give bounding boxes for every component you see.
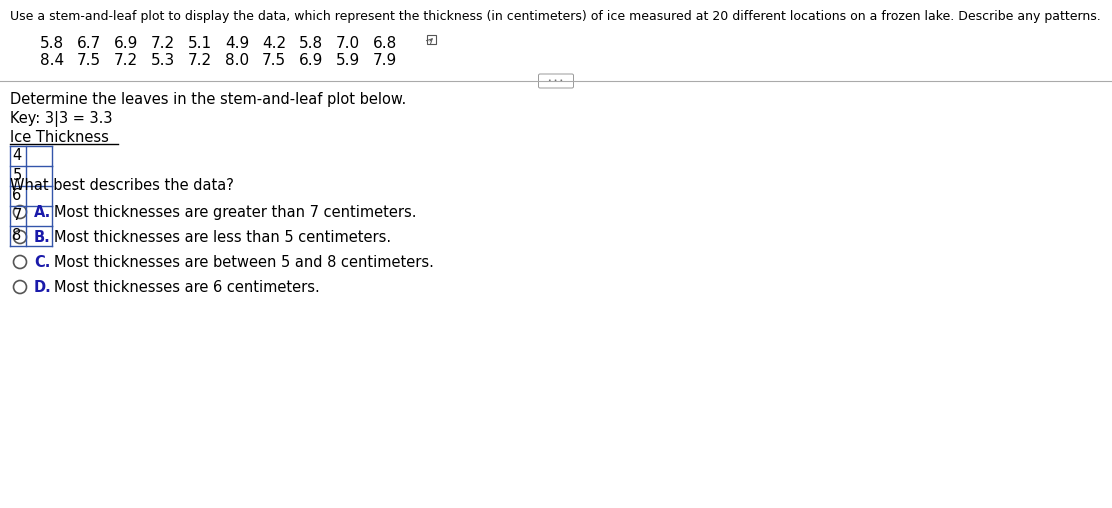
Text: 5.3: 5.3 <box>151 53 175 68</box>
Text: Use a stem-and-leaf plot to display the data, which represent the thickness (in : Use a stem-and-leaf plot to display the … <box>10 10 1101 23</box>
Text: Most thicknesses are between 5 and 8 centimeters.: Most thicknesses are between 5 and 8 cen… <box>54 255 434 270</box>
Text: Key: 3|3 = 3.3: Key: 3|3 = 3.3 <box>10 111 112 127</box>
Text: 4.2: 4.2 <box>262 36 286 51</box>
Text: • • •: • • • <box>548 79 564 83</box>
Text: 6.9: 6.9 <box>299 53 324 68</box>
Text: Ice Thickness: Ice Thickness <box>10 130 109 145</box>
Text: 4.9: 4.9 <box>225 36 249 51</box>
Text: D.: D. <box>34 280 52 295</box>
Text: 7: 7 <box>12 208 22 224</box>
Text: 5.8: 5.8 <box>40 36 64 51</box>
Text: 5.9: 5.9 <box>336 53 360 68</box>
Bar <box>427 35 436 44</box>
Text: 7.0: 7.0 <box>336 36 360 51</box>
Text: 8.4: 8.4 <box>40 53 64 68</box>
Text: 7.2: 7.2 <box>151 36 175 51</box>
Text: 6: 6 <box>12 188 21 204</box>
Text: Most thicknesses are 6 centimeters.: Most thicknesses are 6 centimeters. <box>54 280 320 295</box>
Text: Determine the leaves in the stem-and-leaf plot below.: Determine the leaves in the stem-and-lea… <box>10 92 406 107</box>
FancyBboxPatch shape <box>538 74 574 88</box>
Text: 5.1: 5.1 <box>188 36 212 51</box>
Text: A.: A. <box>34 205 51 220</box>
Text: 7.2: 7.2 <box>113 53 138 68</box>
Text: 7.9: 7.9 <box>373 53 397 68</box>
Text: 6.7: 6.7 <box>77 36 101 51</box>
Text: Most thicknesses are greater than 7 centimeters.: Most thicknesses are greater than 7 cent… <box>54 205 417 220</box>
Text: C.: C. <box>34 255 50 270</box>
Text: 7.5: 7.5 <box>262 53 286 68</box>
Text: 4: 4 <box>12 148 21 164</box>
Text: 7.5: 7.5 <box>77 53 101 68</box>
Text: 6.8: 6.8 <box>373 36 397 51</box>
Text: B.: B. <box>34 230 51 245</box>
Text: What best describes the data?: What best describes the data? <box>10 178 234 193</box>
Text: 5.8: 5.8 <box>299 36 324 51</box>
Text: 5: 5 <box>12 169 21 183</box>
Text: 8.0: 8.0 <box>225 53 249 68</box>
Text: 8: 8 <box>12 229 21 243</box>
Text: 7.2: 7.2 <box>188 53 212 68</box>
Text: 6.9: 6.9 <box>113 36 138 51</box>
Text: Most thicknesses are less than 5 centimeters.: Most thicknesses are less than 5 centime… <box>54 230 391 245</box>
